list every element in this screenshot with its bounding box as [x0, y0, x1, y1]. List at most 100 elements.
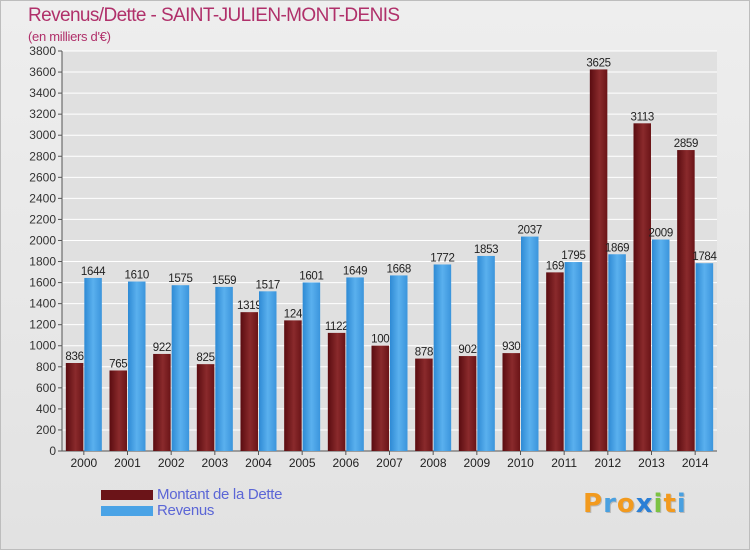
x-tick-label: 2009 — [463, 456, 490, 470]
bar-debt — [546, 272, 564, 451]
data-label-revenue: 1649 — [343, 265, 367, 277]
data-label-revenue: 2009 — [649, 228, 673, 240]
y-tick-label: 2600 — [29, 170, 56, 184]
data-label-debt: 930 — [502, 341, 520, 353]
bar-revenue — [477, 255, 495, 451]
bar-debt — [458, 356, 477, 451]
y-tick-label: 1600 — [29, 276, 56, 290]
data-label-debt: 1319 — [237, 300, 261, 312]
data-label-debt: 836 — [65, 351, 83, 363]
data-label-revenue: 1668 — [387, 263, 411, 275]
bar-debt — [153, 353, 171, 451]
x-tick-label: 2001 — [114, 456, 141, 470]
data-label-revenue: 1795 — [561, 250, 585, 262]
logo-letter: i — [653, 489, 664, 519]
bar-revenue — [390, 275, 408, 451]
y-tick-label: 2400 — [29, 191, 56, 205]
logo-letter: i — [676, 489, 687, 519]
plot-area — [62, 51, 717, 451]
x-tick-label: 2005 — [289, 456, 316, 470]
y-tick-label: 200 — [36, 423, 56, 437]
x-tick-label: 2012 — [594, 456, 621, 470]
bar-debt — [327, 332, 346, 451]
logo-letter: r — [603, 489, 617, 519]
legend-swatch-debt — [101, 490, 153, 500]
bar-revenue — [652, 239, 670, 451]
bar-revenue — [346, 277, 364, 451]
data-label-revenue: 1772 — [430, 252, 454, 264]
proxiti-logo: Proxiti — [583, 489, 687, 519]
bar-debt — [589, 69, 608, 451]
y-tick-label: 800 — [36, 360, 56, 374]
legend-label-revenue: Revenus — [157, 502, 215, 519]
data-label-revenue: 1610 — [125, 270, 149, 282]
bar-debt — [196, 364, 215, 451]
y-tick-label: 600 — [36, 381, 56, 395]
x-tick-label: 2006 — [332, 456, 359, 470]
data-label-debt: 3113 — [630, 111, 654, 123]
y-tick-label: 3800 — [29, 44, 56, 58]
bar-revenue — [259, 291, 277, 451]
bar-debt — [633, 123, 651, 451]
data-label-revenue: 2037 — [518, 225, 542, 237]
logo-letter: t — [663, 489, 677, 519]
x-tick-label: 2004 — [245, 456, 272, 470]
x-tick-label: 2008 — [420, 456, 447, 470]
bar-debt — [415, 358, 433, 451]
x-tick-label: 2014 — [682, 456, 709, 470]
y-tick-label: 400 — [36, 402, 56, 416]
y-tick-label: 3200 — [29, 107, 56, 121]
data-label-debt: 765 — [109, 358, 127, 370]
data-label-revenue: 1853 — [474, 244, 498, 256]
bar-revenue — [521, 236, 539, 451]
bar-debt — [240, 312, 258, 451]
data-label-debt: 3625 — [586, 57, 610, 69]
y-tick-label: 1400 — [29, 297, 56, 311]
bar-revenue — [128, 281, 146, 451]
bar-debt — [371, 345, 389, 451]
data-label-debt: 922 — [153, 342, 171, 354]
data-label-revenue: 1869 — [605, 242, 629, 254]
y-tick-label: 3400 — [29, 86, 56, 100]
logo-letter: o — [616, 489, 636, 519]
bar-debt — [502, 353, 520, 451]
data-label-debt: 124 — [284, 308, 303, 320]
legend-swatch-revenue — [101, 506, 153, 516]
bar-revenue — [302, 282, 321, 451]
chart-subtitle: (en milliers d'€) — [28, 29, 111, 44]
x-tick-label: 2000 — [70, 456, 97, 470]
legend-label-debt: Montant de la Dette — [157, 486, 283, 503]
bar-revenue — [215, 286, 233, 451]
data-label-revenue: 1601 — [299, 270, 323, 282]
data-label-revenue: 1559 — [212, 275, 236, 287]
bar-revenue — [171, 285, 190, 451]
y-tick-label: 2200 — [29, 212, 56, 226]
x-tick-label: 2011 — [551, 456, 577, 470]
data-label-debt: 1122 — [325, 321, 349, 333]
bar-debt — [65, 363, 84, 451]
bar-debt — [284, 320, 302, 451]
y-tick-label: 2800 — [29, 149, 56, 163]
x-tick-label: 2013 — [638, 456, 665, 470]
y-tick-label: 1000 — [29, 339, 56, 353]
data-label-debt: 100 — [371, 334, 389, 346]
data-label-debt: 902 — [458, 344, 476, 356]
y-tick-label: 1200 — [29, 318, 56, 332]
chart-title: Revenus/Dette - SAINT-JULIEN-MONT-DENIS — [28, 5, 400, 26]
y-tick-label: 0 — [49, 444, 56, 458]
data-label-revenue: 1575 — [168, 273, 192, 285]
bar-revenue — [433, 264, 452, 451]
bar-revenue — [564, 262, 583, 451]
data-label-debt: 2859 — [674, 138, 698, 150]
logo-letter: P — [583, 489, 604, 519]
y-tick-label: 1800 — [29, 255, 56, 269]
bar-revenue — [608, 254, 626, 451]
x-tick-label: 2003 — [201, 456, 228, 470]
data-label-revenue: 1784 — [692, 251, 717, 263]
bar-revenue — [84, 277, 102, 451]
bar-revenue — [695, 263, 714, 451]
y-tick-label: 3000 — [29, 128, 56, 142]
data-label-debt: 825 — [196, 352, 214, 364]
